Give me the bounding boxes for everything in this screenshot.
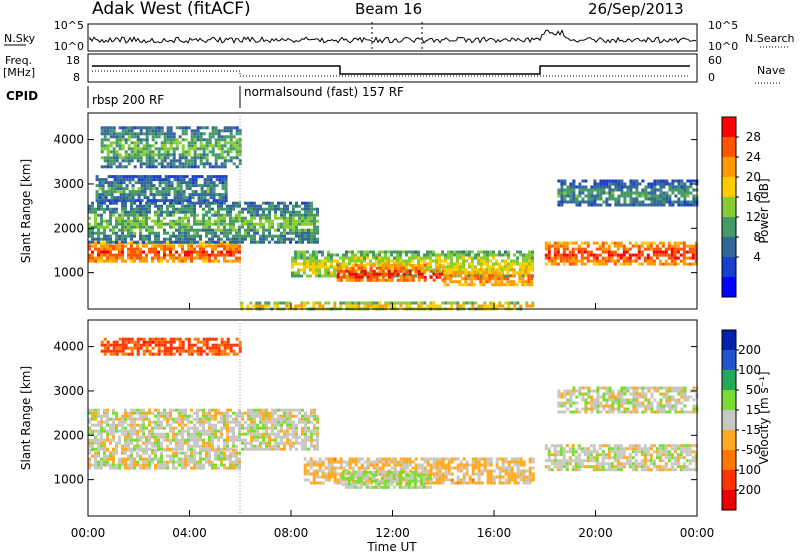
freq-tick-top: 18: [66, 54, 80, 67]
colorbar-segment: [722, 217, 736, 238]
colorbar-tick-label: -50: [741, 443, 761, 457]
colorbar-tick-label: 200: [738, 343, 761, 357]
colorbar-segment: [722, 330, 736, 351]
velocity-region-0: [88, 448, 241, 470]
y-tick-label: 1000: [53, 266, 84, 280]
y-tick-label: 3000: [53, 177, 84, 191]
colorbar-tick-label: -100: [734, 463, 761, 477]
noise-panel: N.Sky N.Search 10^5 10^0 10^5 10^0: [4, 19, 795, 53]
velocity-colorbar-label: Velocity [m s⁻¹]: [757, 371, 771, 464]
noise-left-tick-top: 10^5: [54, 19, 84, 32]
colorbar-tick-label: -15: [741, 423, 761, 437]
power-colorbar: 28 24 20 16 12 8 4: [721, 116, 761, 298]
cpid-label: CPID: [6, 89, 38, 103]
colorbar-segment: [722, 350, 736, 371]
colorbar-segment: [722, 257, 736, 278]
power-panel: Slant Range [km] 4000 3000 2000 1000: [19, 112, 699, 311]
frequency-panel: Freq. [MHz] Nave 18 8 60 0: [3, 53, 785, 84]
power-region-8: [557, 179, 699, 207]
x-tick-label: 12:00: [375, 526, 410, 540]
velocity-region-4: [341, 470, 432, 489]
colorbar-segment: [722, 470, 736, 491]
colorbar-segment: [722, 490, 736, 511]
power-region-6: [443, 268, 534, 287]
colorbar-frame: [721, 329, 737, 511]
power-region-3: [100, 126, 242, 169]
n-search-label: N.Search: [745, 32, 795, 45]
colorbar-segment: [722, 237, 736, 258]
n-sky-label: N.Sky: [4, 32, 36, 45]
y-tick-label: 1000: [53, 473, 84, 487]
y-tick-label: 2000: [53, 221, 84, 235]
colorbar-segment: [722, 117, 736, 138]
colorbar-segment: [722, 430, 736, 451]
colorbar-tick-label: 20: [746, 170, 761, 184]
colorbar-segment: [722, 370, 736, 391]
colorbar-segment: [722, 410, 736, 431]
colorbar-segment: [722, 177, 736, 198]
y-tick-label: 3000: [53, 384, 84, 398]
x-tick-label: 00:00: [71, 526, 106, 540]
noise-right-tick-bottom: 10^0: [708, 40, 738, 53]
colorbar-segment: [722, 450, 736, 471]
velocity-panel: Slant Range [km] 4000 3000 2000 1000: [19, 319, 699, 517]
colorbar-segment: [722, 390, 736, 411]
y-tick-label: 4000: [53, 340, 84, 354]
colorbar-segment: [722, 137, 736, 158]
nave-tick-bottom: 0: [708, 71, 715, 84]
x-tick-label: 20:00: [578, 526, 613, 540]
x-axis-label: Time UT: [366, 540, 417, 554]
date-label: 26/Sep/2013: [588, 0, 684, 18]
colorbar-tick-label: 24: [746, 150, 761, 164]
power-region-0: [88, 241, 241, 263]
beam-label: Beam 16: [355, 0, 422, 18]
colorbar-tick-label: 8: [753, 230, 761, 244]
freq-tick-bottom: 8: [73, 71, 80, 84]
cpid-segment-1: normalsound (fast) 157 RF: [244, 85, 404, 99]
noise-right-tick-top: 10^5: [708, 19, 738, 32]
x-tick-label: 00:00: [680, 526, 715, 540]
velocity-region-6: [557, 386, 699, 414]
colorbar-tick-label: 28: [746, 130, 761, 144]
x-tick-label: 04:00: [172, 526, 207, 540]
power-y-label: Slant Range [km]: [19, 159, 33, 263]
y-tick-label: 2000: [53, 428, 84, 442]
power-region-2: [95, 175, 228, 203]
colorbar-tick-label: 16: [746, 190, 761, 204]
velocity-y-label: Slant Range [km]: [19, 366, 33, 470]
cpid-segment-0: rbsp 200 RF: [92, 93, 164, 107]
power-region-1: [88, 201, 319, 244]
velocity-region-1: [88, 408, 319, 451]
freq-unit-label: [MHz]: [3, 66, 35, 79]
velocity-colorbar: 200 100 50 15 -15 -50 -100 -200: [721, 329, 761, 511]
nave-tick-top: 60: [708, 54, 722, 67]
colorbar-tick-label: 12: [746, 210, 761, 224]
plot-title: Adak West (fitACF): [92, 0, 251, 19]
power-region-5: [336, 263, 445, 282]
colorbar-tick-label: 4: [753, 250, 761, 264]
velocity-region-2: [100, 337, 242, 356]
colorbar-segment: [722, 157, 736, 178]
colorbar-segment: [722, 197, 736, 218]
colorbar-frame: [721, 116, 737, 298]
freq-label: Freq.: [5, 54, 32, 67]
colorbar-tick-label: 100: [738, 363, 761, 377]
y-tick-label: 4000: [53, 133, 84, 147]
velocity-region-5: [544, 444, 698, 472]
power-region-7: [544, 241, 698, 266]
nave-label: Nave: [757, 64, 785, 77]
colorbar-tick-label: 50: [746, 383, 761, 397]
colorbar-segment: [722, 277, 736, 298]
x-axis: 00:00 04:00 08:00 12:00 16:00 20:00 00:00: [71, 303, 715, 540]
power-colorbar-label: Power [dB]: [757, 178, 771, 243]
colorbar-tick-label: 15: [746, 403, 761, 417]
cpid-bar: CPID rbsp 200 RF normalsound (fast) 157 …: [6, 85, 404, 108]
colorbar-tick-label: -200: [734, 483, 761, 497]
x-tick-label: 08:00: [274, 526, 309, 540]
noise-left-tick-bottom: 10^0: [54, 40, 84, 53]
x-tick-label: 16:00: [477, 526, 512, 540]
